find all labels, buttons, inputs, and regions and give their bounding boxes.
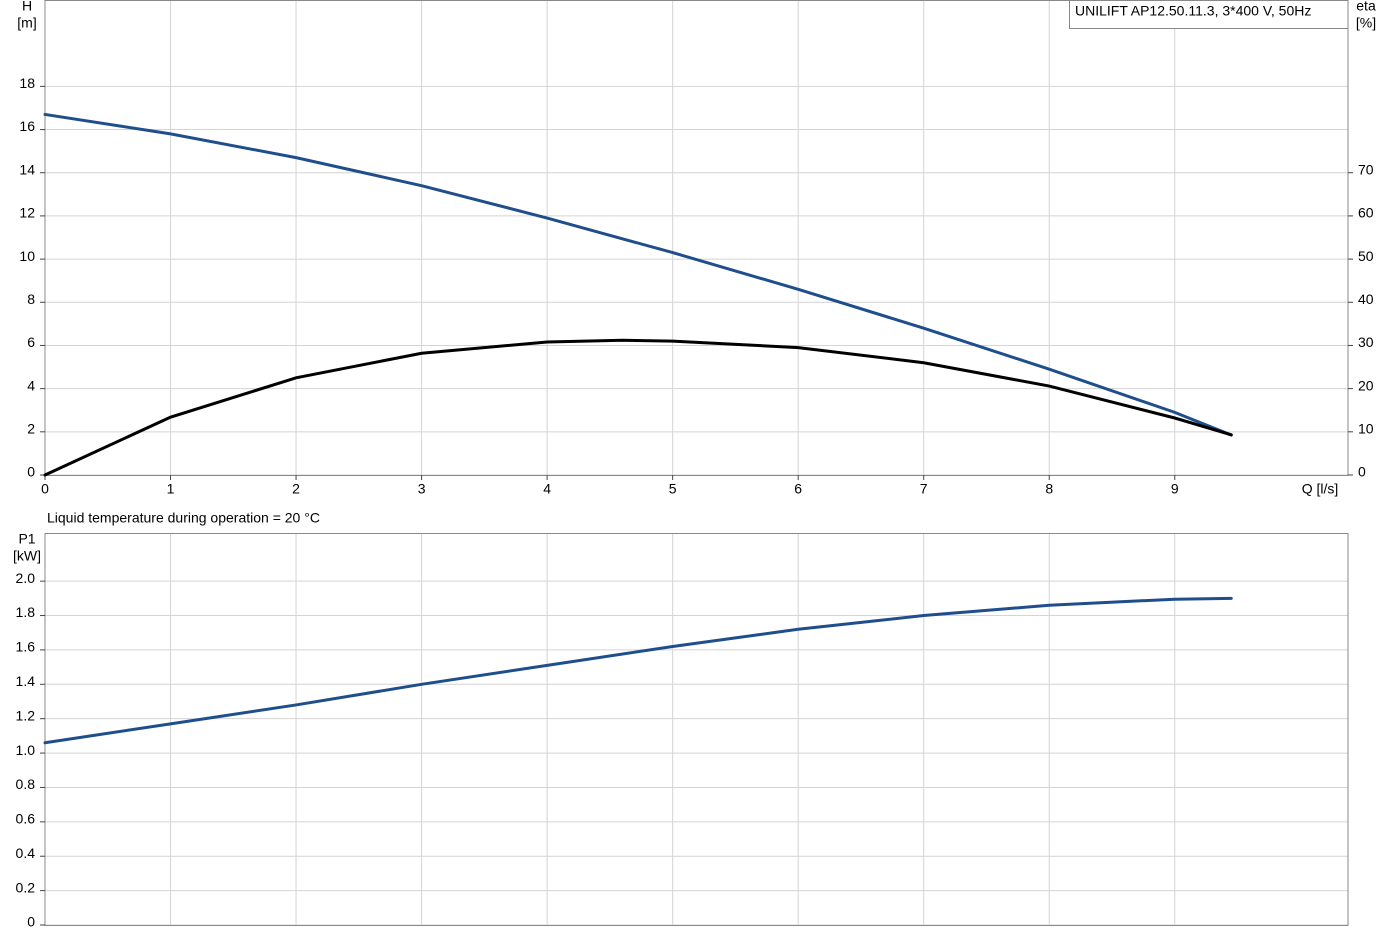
- y-tick-label: 0.8: [16, 776, 36, 792]
- y-tick-label: 4: [27, 377, 35, 393]
- y-axis-label: [kW]: [13, 548, 41, 564]
- y-tick-label: 16: [19, 118, 35, 134]
- y2-tick-label: 40: [1358, 291, 1374, 307]
- curve: [43, 112, 1233, 437]
- y2-tick-label: 70: [1358, 161, 1374, 177]
- y-tick-label: 2.0: [16, 570, 36, 586]
- plot-frame: [44, 533, 1349, 926]
- y-tick-label: 2: [27, 421, 35, 437]
- y-axis-label: H: [22, 0, 32, 14]
- y2-tick-label: 60: [1358, 205, 1374, 221]
- y-tick-label: 1.4: [16, 673, 36, 689]
- plot-frame: [44, 0, 1349, 476]
- y-tick-label: 1.2: [16, 707, 36, 723]
- y-tick-label: 1.8: [16, 604, 36, 620]
- y2-axis-label: eta: [1356, 0, 1376, 14]
- curve: [43, 596, 1233, 745]
- legend-box: [1069, 0, 1349, 29]
- y-tick-label: 8: [27, 291, 35, 307]
- y-axis-label: P1: [18, 531, 35, 547]
- x-tick-label: 7: [920, 481, 928, 497]
- y-tick-label: 1.0: [16, 742, 36, 758]
- y-tick-label: 6: [27, 334, 35, 350]
- x-tick-label: 3: [418, 481, 426, 497]
- y-tick-label: 1.6: [16, 639, 36, 655]
- y-tick-label: 10: [19, 248, 35, 264]
- chart-title: UNILIFT AP12.50.11.3, 3*400 V, 50Hz: [1075, 3, 1311, 19]
- y-tick-label: 14: [19, 161, 35, 177]
- y2-tick-label: 10: [1358, 421, 1374, 437]
- y-tick-label: 18: [19, 75, 35, 91]
- x-tick-label: 4: [543, 481, 551, 497]
- y2-tick-label: 20: [1358, 377, 1374, 393]
- y-tick-label: 0: [27, 914, 35, 930]
- y-tick-label: 0: [27, 464, 35, 480]
- x-tick-label: 1: [167, 481, 175, 497]
- y2-tick-label: 30: [1358, 334, 1374, 350]
- y-tick-label: 0.2: [16, 879, 36, 895]
- y-tick-label: 12: [19, 205, 35, 221]
- x-tick-label: 8: [1045, 481, 1053, 497]
- chart-title: Liquid temperature during operation = 20…: [47, 510, 320, 526]
- y-tick-label: 0.4: [16, 845, 36, 861]
- y-tick-label: 0.6: [16, 811, 36, 827]
- x-tick-label: 2: [292, 481, 300, 497]
- y2-axis-label: [%]: [1356, 15, 1376, 31]
- x-axis-label: Q [l/s]: [1302, 481, 1339, 497]
- x-tick-label: 9: [1171, 481, 1179, 497]
- y2-tick-label: 50: [1358, 248, 1374, 264]
- x-tick-label: 6: [794, 481, 802, 497]
- y-axis-label: [m]: [17, 15, 36, 31]
- x-tick-label: 0: [41, 481, 49, 497]
- y2-tick-label: 0: [1358, 464, 1366, 480]
- x-tick-label: 5: [669, 481, 677, 497]
- curve: [43, 338, 1233, 477]
